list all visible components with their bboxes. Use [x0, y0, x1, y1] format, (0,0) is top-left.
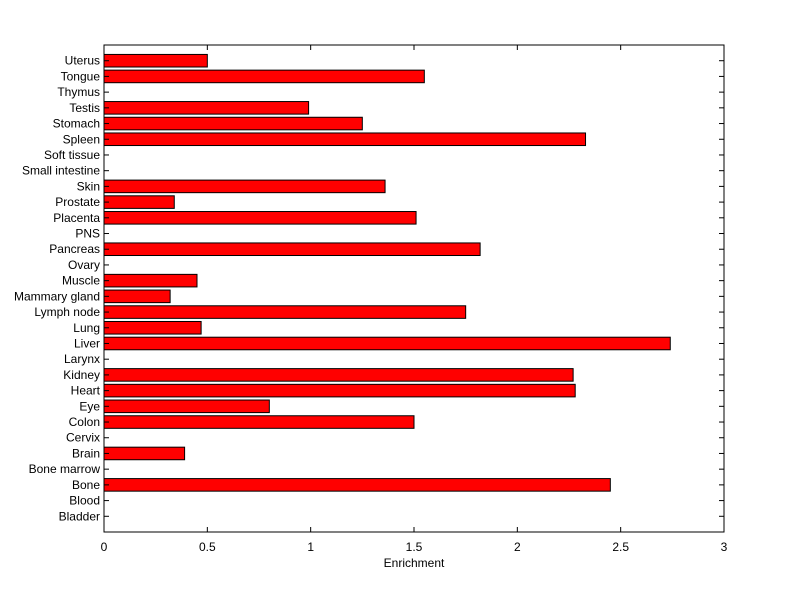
y-tick-label: Lymph node [34, 305, 100, 319]
bar-placenta [103, 211, 417, 225]
y-tick-label: Stomach [53, 117, 100, 131]
bar-stomach [103, 116, 363, 131]
y-tick-label: Skin [77, 179, 100, 193]
bar-prostate [103, 195, 175, 209]
x-tick-label: 1 [307, 540, 314, 554]
x-axis-label: Enrichment [384, 556, 445, 570]
y-tick-label: Colon [69, 415, 100, 429]
bar-tongue [103, 69, 425, 84]
y-tick-label: Mammary gland [14, 289, 100, 303]
y-tick-label: Uterus [65, 54, 100, 68]
y-tick-label: Blood [69, 494, 100, 508]
bar-testis [103, 101, 310, 115]
bar-mammary-gland [103, 289, 171, 304]
x-tick-label: 2.5 [612, 540, 629, 554]
bar-heart [103, 383, 576, 398]
y-tick-label: Small intestine [22, 164, 100, 178]
bar-colon [103, 415, 415, 429]
y-tick-label: Placenta [53, 211, 100, 225]
y-tick-label: Ovary [68, 258, 100, 272]
x-tick-label: 2 [514, 540, 521, 554]
y-tick-label: PNS [75, 227, 100, 241]
y-tick-label: Cervix [66, 431, 100, 445]
y-tick-label: Bone marrow [29, 462, 101, 476]
bar-uterus [103, 53, 208, 68]
y-tick-label: Kidney [63, 368, 100, 382]
bar-bone [103, 478, 611, 492]
bar-lung [103, 320, 202, 335]
y-tick-label: Pancreas [49, 242, 100, 256]
y-tick-label: Brain [72, 446, 100, 460]
plot-frame [103, 44, 725, 533]
bar-eye [103, 399, 270, 414]
x-tick-label: 0 [101, 540, 108, 554]
bar-muscle [103, 273, 198, 288]
y-tick-label: Lung [73, 321, 100, 335]
y-tick-label: Bladder [59, 509, 100, 523]
bar-skin [103, 179, 386, 194]
x-tick-label: 1.5 [406, 540, 423, 554]
y-tick-label: Thymus [57, 85, 100, 99]
y-tick-label: Liver [74, 336, 100, 350]
y-tick-label: Eye [79, 399, 100, 413]
bar-lymph-node [103, 305, 467, 319]
bar-brain [103, 446, 186, 461]
bar-liver [103, 336, 671, 351]
y-tick-label: Prostate [55, 195, 100, 209]
y-tick-label: Bone [72, 478, 100, 492]
x-ticks-layer: 0 0.5 1 1.5 2 2.5 3 [101, 45, 728, 554]
y-tick-label: Tongue [61, 69, 101, 83]
y-tick-label: Spleen [63, 132, 100, 146]
x-tick-label: 0.5 [199, 540, 216, 554]
y-tick-label: Heart [71, 384, 101, 398]
bar-spleen [103, 132, 587, 147]
y-tick-label: Testis [69, 101, 100, 115]
bar-pancreas [103, 242, 481, 257]
x-tick-label: 3 [721, 540, 728, 554]
y-tick-label: Muscle [62, 274, 100, 288]
y-tick-label: Soft tissue [44, 148, 100, 162]
bar-kidney [103, 368, 574, 382]
y-tick-label: Larynx [64, 352, 100, 366]
